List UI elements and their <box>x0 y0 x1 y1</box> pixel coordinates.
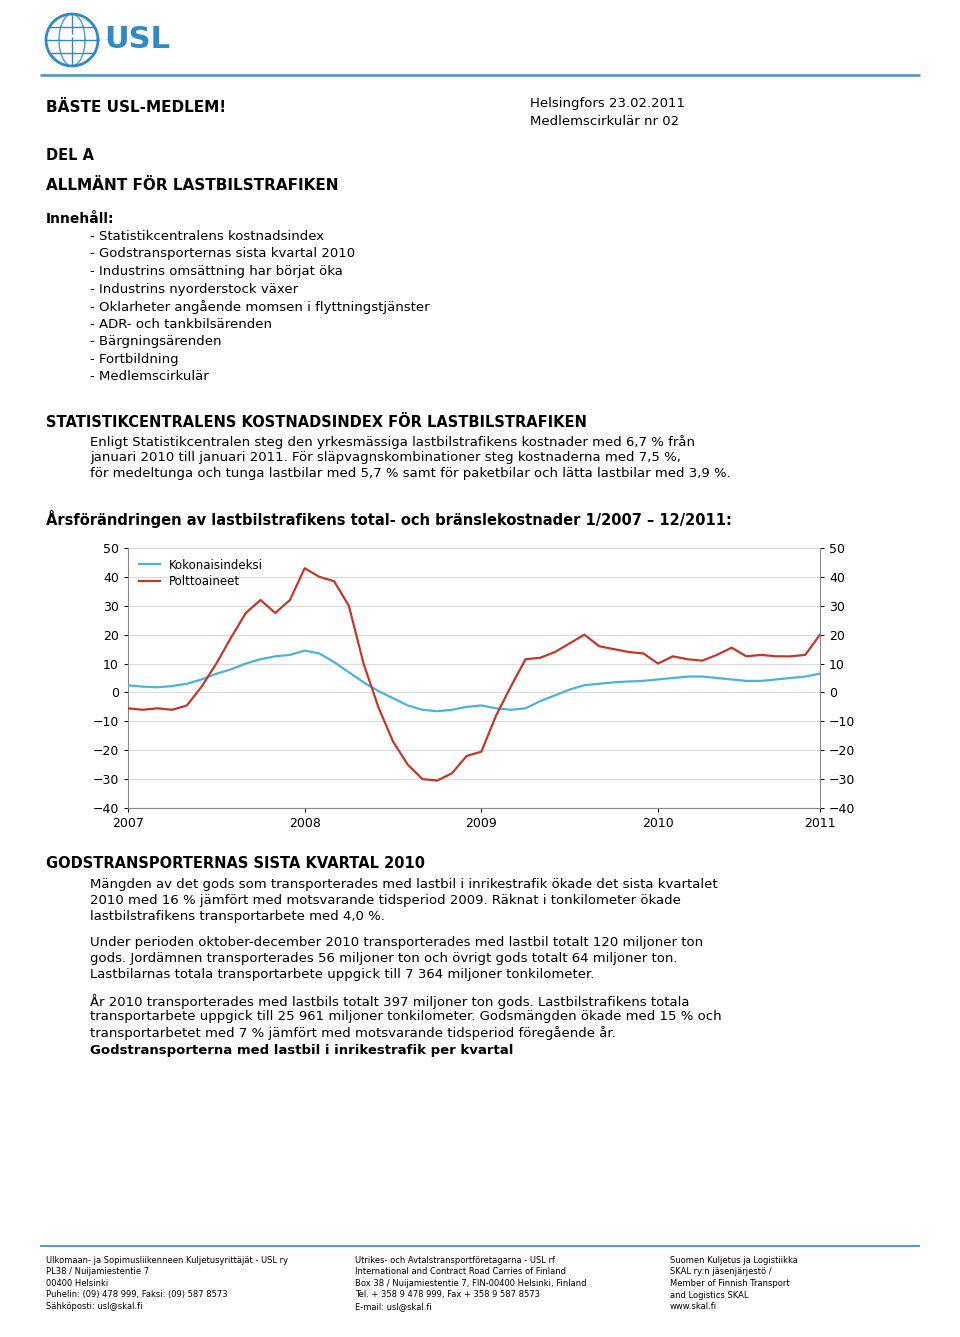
Text: januari 2010 till januari 2011. För släpvagnskombinationer steg kostnaderna med : januari 2010 till januari 2011. För släp… <box>90 451 681 464</box>
Text: Utrikes- och Avtalstransportföretagarna - USL rf: Utrikes- och Avtalstransportföretagarna … <box>355 1255 555 1265</box>
Text: Suomen Kuljetus ja Logistiikka: Suomen Kuljetus ja Logistiikka <box>670 1255 798 1265</box>
Text: Member of Finnish Transport: Member of Finnish Transport <box>670 1280 790 1288</box>
Circle shape <box>46 13 98 66</box>
Text: GODSTRANSPORTERNAS SISTA KVARTAL 2010: GODSTRANSPORTERNAS SISTA KVARTAL 2010 <box>46 856 425 870</box>
Text: Mängden av det gods som transporterades med lastbil i inrikestrafik ökade det si: Mängden av det gods som transporterades … <box>90 878 718 890</box>
Text: USL: USL <box>104 25 170 55</box>
Text: 00400 Helsinki: 00400 Helsinki <box>46 1280 108 1288</box>
Text: and Logistics SKAL: and Logistics SKAL <box>670 1290 749 1300</box>
Text: Årsförändringen av lastbilstrafikens total- och bränslekostnader 1/2007 – 12/201: Årsförändringen av lastbilstrafikens tot… <box>46 509 732 528</box>
Text: Puhelin: (09) 478 999, Faksi: (09) 587 8573: Puhelin: (09) 478 999, Faksi: (09) 587 8… <box>46 1290 228 1300</box>
Legend: Kokonaisindeksi, Polttoaineet: Kokonaisindeksi, Polttoaineet <box>133 554 268 592</box>
Text: - Medlemscirkulär: - Medlemscirkulär <box>90 370 208 382</box>
Text: Tel. + 358 9 478 999, Fax + 358 9 587 8573: Tel. + 358 9 478 999, Fax + 358 9 587 85… <box>355 1290 540 1300</box>
Text: Lastbilarnas totala transportarbete uppgick till 7 364 miljoner tonkilometer.: Lastbilarnas totala transportarbete uppg… <box>90 968 594 981</box>
Text: ALLMÄNT FÖR LASTBILSTRAFIKEN: ALLMÄNT FÖR LASTBILSTRAFIKEN <box>46 178 339 193</box>
Text: SKAL ry:n jäsenjärjestö /: SKAL ry:n jäsenjärjestö / <box>670 1267 772 1277</box>
Text: www.skal.fi: www.skal.fi <box>670 1302 717 1312</box>
Text: transportarbetet med 7 % jämfört med motsvarande tidsperiod föregående år.: transportarbetet med 7 % jämfört med mot… <box>90 1025 615 1040</box>
Text: för medeltunga och tunga lastbilar med 5,7 % samt för paketbilar och lätta lastb: för medeltunga och tunga lastbilar med 5… <box>90 467 731 480</box>
Text: transportarbete uppgick till 25 961 miljoner tonkilometer. Godsmängden ökade med: transportarbete uppgick till 25 961 milj… <box>90 1009 722 1023</box>
Text: Ulkomaan- ja Sopimusliikenneen Kuljetusyrittäjät - USL ry: Ulkomaan- ja Sopimusliikenneen Kuljetusy… <box>46 1255 288 1265</box>
Text: DEL A: DEL A <box>46 148 94 163</box>
Text: gods. Jordämnen transporterades 56 miljoner ton och övrigt gods totalt 64 miljon: gods. Jordämnen transporterades 56 miljo… <box>90 952 678 965</box>
Text: - Statistikcentralens kostnadsindex: - Statistikcentralens kostnadsindex <box>90 230 324 243</box>
Text: Godstransporterna med lastbil i inrikestrafik per kvartal: Godstransporterna med lastbil i inrikest… <box>90 1044 514 1058</box>
Text: Under perioden oktober-december 2010 transporterades med lastbil totalt 120 milj: Under perioden oktober-december 2010 tra… <box>90 936 703 949</box>
Text: - Godstransporternas sista kvartal 2010: - Godstransporternas sista kvartal 2010 <box>90 247 355 261</box>
Text: lastbilstrafikens transportarbete med 4,0 %.: lastbilstrafikens transportarbete med 4,… <box>90 910 385 923</box>
Text: 2010 med 16 % jämfört med motsvarande tidsperiod 2009. Räknat i tonkilometer öka: 2010 med 16 % jämfört med motsvarande ti… <box>90 894 681 906</box>
Text: - Bärgningsärenden: - Bärgningsärenden <box>90 336 222 348</box>
Text: - Oklarheter angående momsen i flyttningstjänster: - Oklarheter angående momsen i flyttning… <box>90 299 430 314</box>
Text: Helsingfors 23.02.2011: Helsingfors 23.02.2011 <box>530 98 685 110</box>
Text: BÄSTE USL-MEDLEM!: BÄSTE USL-MEDLEM! <box>46 100 227 115</box>
Text: International and Contract Road Carries of Finland: International and Contract Road Carries … <box>355 1267 566 1277</box>
Text: PL38 / Nuijamiestentie 7: PL38 / Nuijamiestentie 7 <box>46 1267 149 1277</box>
Text: År 2010 transporterades med lastbils totalt 397 miljoner ton gods. Lastbilstrafi: År 2010 transporterades med lastbils tot… <box>90 993 689 1009</box>
Text: Medlemscirkulär nr 02: Medlemscirkulär nr 02 <box>530 115 679 128</box>
Text: Innehåll:: Innehåll: <box>46 213 114 226</box>
Text: - Fortbildning: - Fortbildning <box>90 353 179 365</box>
Text: Enligt Statistikcentralen steg den yrkesmässiga lastbilstrafikens kostnader med : Enligt Statistikcentralen steg den yrkes… <box>90 435 695 449</box>
Text: - ADR- och tankbilsärenden: - ADR- och tankbilsärenden <box>90 317 272 330</box>
Text: Box 38 / Nuijamiestentie 7, FIN-00400 Helsinki, Finland: Box 38 / Nuijamiestentie 7, FIN-00400 He… <box>355 1280 587 1288</box>
Text: - Industrins omsättning har börjat öka: - Industrins omsättning har börjat öka <box>90 265 343 278</box>
Text: Sähköposti: usl@skal.fi: Sähköposti: usl@skal.fi <box>46 1302 142 1312</box>
Text: - Industrins nyorderstock växer: - Industrins nyorderstock växer <box>90 282 299 295</box>
Text: E-mail: usl@skal.fi: E-mail: usl@skal.fi <box>355 1302 432 1312</box>
Text: STATISTIKCENTRALENS KOSTNADSINDEX FÖR LASTBILSTRAFIKEN: STATISTIKCENTRALENS KOSTNADSINDEX FÖR LA… <box>46 414 587 431</box>
